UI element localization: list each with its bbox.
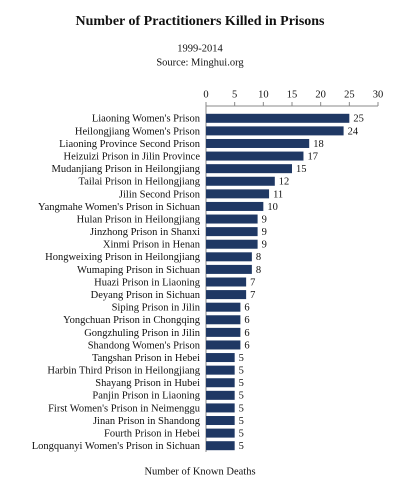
- value-label: 11: [273, 189, 283, 200]
- bar: [206, 264, 252, 274]
- value-label: 5: [239, 391, 244, 402]
- y-tick-label: Siping Prison in Jilin: [112, 303, 201, 314]
- y-tick-label: Shayang Prison in Hubei: [95, 378, 200, 389]
- x-tick-label: 25: [344, 89, 355, 100]
- y-tick-label: Fourth Prison in Hebei: [104, 429, 200, 440]
- x-tick-label: 15: [287, 89, 298, 100]
- bar: [206, 227, 258, 237]
- x-tick-label: 10: [258, 89, 269, 100]
- bar: [206, 113, 350, 123]
- bar: [206, 327, 241, 337]
- value-label: 6: [244, 315, 249, 326]
- bar: [206, 164, 292, 174]
- bar: [206, 189, 270, 199]
- value-label: 6: [244, 303, 249, 314]
- chart-title: Number of Practitioners Killed in Prison…: [76, 14, 326, 29]
- y-tick-label: First Women's Prison in Neimenggu: [48, 403, 201, 414]
- bar: [206, 290, 247, 300]
- y-tick-label: Huazi Prison in Liaoning: [94, 277, 201, 288]
- y-tick-label: Mudanjiang Prison in Heilongjiang: [52, 164, 201, 175]
- y-tick-label: Yangmahe Women's Prison in Sichuan: [38, 202, 201, 213]
- value-label: 7: [250, 290, 255, 301]
- x-tick-label: 0: [203, 89, 208, 100]
- y-tick-label: Liaoning Women's Prison: [92, 114, 201, 125]
- bar: [206, 428, 235, 438]
- value-label: 9: [262, 214, 267, 225]
- value-label: 17: [307, 151, 318, 162]
- bar: [206, 138, 310, 148]
- y-tick-label: Wumaping Prison in Sichuan: [77, 265, 201, 276]
- y-tick-label: Deyang Prison in Sichuan: [91, 290, 201, 301]
- y-tick-label: Jilin Second Prison: [119, 189, 201, 200]
- value-label: 10: [267, 202, 278, 213]
- bar: [206, 126, 344, 136]
- x-tick-label: 30: [373, 89, 384, 100]
- bar: [206, 252, 252, 262]
- y-tick-label: Jinzhong Prison in Shanxi: [90, 227, 200, 238]
- bar: [206, 201, 264, 211]
- value-label: 9: [262, 240, 267, 251]
- x-tick-label: 20: [315, 89, 326, 100]
- y-tick-label: Xinmi Prison in Henan: [103, 240, 201, 251]
- y-tick-label: Liaoning Province Second Prison: [59, 139, 201, 150]
- y-tick-label: Hongweixing Prison in Heilongjiang: [45, 252, 201, 263]
- chart-source: Source: Minghui.org: [156, 57, 244, 68]
- bar: [206, 353, 235, 363]
- value-label: 8: [256, 265, 261, 276]
- bar: [206, 176, 275, 186]
- y-tick-label: Tangshan Prison in Hebei: [92, 353, 200, 364]
- y-tick-label: Shandong Women's Prison: [88, 340, 201, 351]
- value-label: 5: [239, 416, 244, 427]
- y-tick-label: Heizuizi Prison in Jilin Province: [64, 151, 201, 162]
- value-label: 6: [244, 328, 249, 339]
- value-label: 8: [256, 252, 261, 263]
- x-tick-label: 5: [232, 89, 237, 100]
- value-label: 25: [353, 114, 364, 125]
- value-label: 5: [239, 429, 244, 440]
- bar: [206, 302, 241, 312]
- bar: [206, 277, 247, 287]
- bar: [206, 239, 258, 249]
- chart-subtitle: 1999-2014: [177, 43, 223, 54]
- value-label: 5: [239, 366, 244, 377]
- bar: [206, 441, 235, 451]
- y-tick-label: Tailai Prison in Heilongjiang: [79, 177, 201, 188]
- value-label: 24: [348, 126, 359, 137]
- value-label: 5: [239, 353, 244, 364]
- bar: [206, 416, 235, 426]
- bar: [206, 214, 258, 224]
- value-label: 7: [250, 277, 255, 288]
- value-label: 18: [313, 139, 324, 150]
- value-label: 5: [239, 378, 244, 389]
- y-tick-label: Yongchuan Prison in Chongqing: [63, 315, 201, 326]
- y-tick-label: Gongzhuling Prison in Jilin: [84, 328, 201, 339]
- bar: [206, 315, 241, 325]
- value-label: 6: [244, 340, 249, 351]
- value-label: 9: [262, 227, 267, 238]
- y-tick-label: Hulan Prison in Heilongjiang: [77, 214, 201, 225]
- bar: [206, 365, 235, 375]
- x-axis-label: Number of Known Deaths: [144, 466, 255, 477]
- y-tick-label: Heilongjiang Women's Prison: [75, 126, 201, 137]
- bar: [206, 403, 235, 413]
- y-tick-label: Longquanyi Women's Prison in Sichuan: [32, 441, 201, 452]
- y-tick-label: Panjin Prison in Liaoning: [92, 391, 200, 402]
- bar: [206, 340, 241, 350]
- value-label: 12: [279, 177, 290, 188]
- value-label: 15: [296, 164, 307, 175]
- y-tick-label: Jinan Prison in Shandong: [93, 416, 201, 427]
- value-label: 5: [239, 403, 244, 414]
- bar: [206, 390, 235, 400]
- value-label: 5: [239, 441, 244, 452]
- y-tick-label: Harbin Third Prison in Heilongjiang: [47, 366, 200, 377]
- bar: [206, 378, 235, 388]
- bar: [206, 151, 304, 161]
